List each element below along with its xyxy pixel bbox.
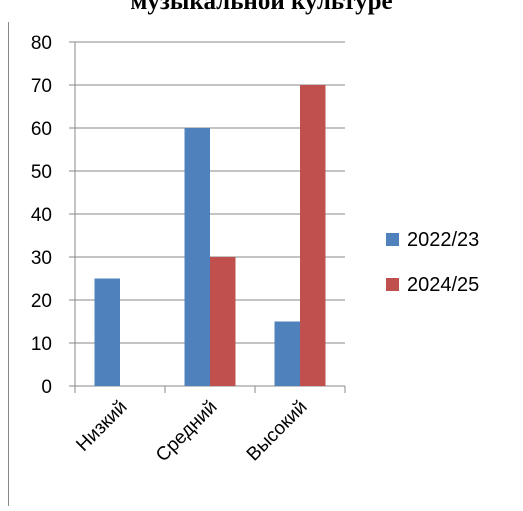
y-tick-label: 70: [31, 76, 52, 97]
y-tick-label: 50: [31, 162, 52, 183]
legend-swatch: [386, 233, 399, 246]
legend-label: 2024/25: [407, 274, 479, 296]
bar-2022-23: [184, 128, 210, 386]
y-tick-label: 40: [31, 205, 52, 226]
legend-swatch: [386, 278, 399, 291]
legend-label: 2022/23: [407, 229, 479, 251]
bar-2022-23: [94, 278, 120, 386]
x-category-label: Высокий: [243, 397, 312, 466]
y-tick-label: 30: [31, 248, 52, 269]
y-tick-label: 80: [31, 33, 52, 54]
bar-2024-25: [210, 257, 236, 386]
y-tick-label: 20: [31, 291, 52, 312]
y-tick-label: 0: [41, 377, 52, 398]
y-tick-label: 60: [31, 119, 52, 140]
chart-title: музыкальной культуре: [130, 0, 393, 15]
bar-2024-25: [300, 85, 326, 386]
x-category-label: Низкий: [72, 397, 131, 456]
bar-2022-23: [274, 321, 300, 386]
y-tick-label: 10: [31, 334, 52, 355]
x-category-label: Средний: [152, 397, 221, 466]
